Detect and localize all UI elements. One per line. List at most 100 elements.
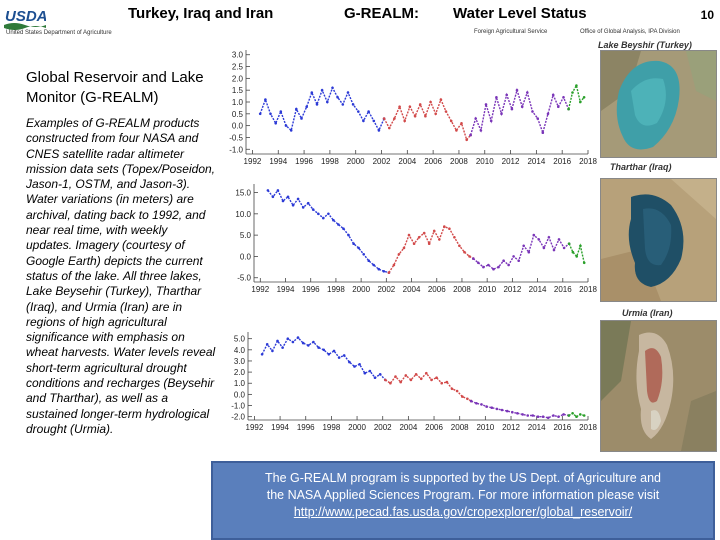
data-point bbox=[281, 346, 284, 349]
x-tick-label: 2014 bbox=[527, 157, 545, 166]
data-point bbox=[372, 263, 375, 267]
data-point bbox=[557, 238, 561, 241]
data-point bbox=[258, 112, 262, 116]
data-point bbox=[455, 129, 458, 132]
data-point bbox=[479, 129, 483, 132]
x-tick-label: 1998 bbox=[321, 157, 339, 166]
data-point bbox=[342, 354, 346, 357]
y-tick-label: 2.5 bbox=[232, 63, 244, 72]
x-tick-label: 2006 bbox=[428, 285, 446, 294]
y-tick-label: 2.0 bbox=[234, 368, 246, 377]
data-point bbox=[582, 414, 586, 417]
x-tick-label: 1994 bbox=[277, 285, 295, 294]
data-point bbox=[432, 229, 436, 233]
x-tick-label: 2010 bbox=[476, 157, 494, 166]
x-tick-label: 2008 bbox=[451, 423, 469, 432]
data-point bbox=[306, 201, 310, 205]
series-line-ostm bbox=[469, 87, 570, 136]
data-point bbox=[317, 212, 320, 216]
data-point bbox=[394, 375, 397, 378]
data-point bbox=[567, 414, 571, 417]
data-point bbox=[485, 405, 488, 408]
data-point bbox=[368, 369, 372, 373]
x-tick-label: 2002 bbox=[373, 157, 391, 166]
x-tick-label: 2016 bbox=[554, 285, 572, 294]
data-point bbox=[500, 408, 504, 412]
data-point bbox=[336, 96, 339, 99]
data-point bbox=[363, 371, 367, 375]
data-point bbox=[511, 410, 514, 414]
data-point bbox=[575, 415, 578, 419]
data-point bbox=[475, 402, 478, 405]
data-point bbox=[448, 227, 451, 230]
x-tick-label: 1992 bbox=[244, 157, 262, 166]
header-subtitle-oga: Office of Global Analysis, IPA Division bbox=[580, 29, 680, 35]
data-point bbox=[332, 349, 336, 353]
x-tick-label: 2006 bbox=[425, 423, 443, 432]
data-point bbox=[351, 103, 355, 106]
data-point bbox=[373, 376, 377, 380]
header-subtitle-fas: Foreign Agricultural Service bbox=[474, 29, 548, 35]
data-point bbox=[358, 363, 361, 366]
data-point bbox=[398, 105, 401, 108]
data-point bbox=[362, 253, 365, 256]
data-point bbox=[348, 360, 351, 364]
y-tick-label: 1.0 bbox=[232, 98, 244, 107]
data-point bbox=[469, 133, 472, 137]
data-point bbox=[286, 337, 290, 341]
x-tick-label: 2004 bbox=[398, 157, 416, 166]
data-point bbox=[520, 105, 524, 108]
x-tick-label: 1992 bbox=[251, 285, 269, 294]
data-point bbox=[526, 91, 529, 94]
data-point bbox=[418, 103, 422, 106]
data-point bbox=[461, 395, 464, 398]
data-point bbox=[579, 244, 582, 248]
y-tick-label: 5.0 bbox=[240, 231, 252, 240]
data-point bbox=[477, 261, 480, 265]
y-tick-label: 15.0 bbox=[235, 189, 251, 198]
data-point bbox=[367, 110, 370, 113]
footer-link[interactable]: http://www.pecad.fas.usda.gov/cropexplor… bbox=[293, 505, 633, 519]
data-point bbox=[510, 107, 514, 111]
y-tick-label: 0.5 bbox=[232, 110, 244, 119]
data-point bbox=[541, 415, 545, 419]
x-tick-label: 2004 bbox=[399, 423, 417, 432]
data-point bbox=[468, 255, 471, 258]
data-point bbox=[453, 236, 456, 239]
y-tick-label: -1.0 bbox=[231, 402, 245, 411]
y-tick-label: 2.0 bbox=[232, 74, 244, 83]
data-point bbox=[301, 341, 305, 345]
series-line-jason-3 bbox=[567, 83, 585, 110]
data-point bbox=[320, 88, 324, 92]
x-tick-label: 2012 bbox=[502, 157, 520, 166]
data-point bbox=[449, 119, 453, 123]
data-point bbox=[484, 103, 488, 106]
data-point bbox=[425, 371, 428, 375]
data-point bbox=[417, 236, 421, 239]
data-point bbox=[346, 91, 350, 94]
data-point bbox=[296, 197, 300, 201]
data-point bbox=[276, 339, 279, 343]
x-tick-label: 1994 bbox=[271, 423, 289, 432]
data-point bbox=[341, 103, 345, 106]
x-tick-label: 1996 bbox=[297, 423, 315, 432]
data-point bbox=[531, 110, 534, 113]
x-tick-label: 2018 bbox=[579, 423, 597, 432]
x-tick-label: 2010 bbox=[476, 423, 494, 432]
data-point bbox=[378, 373, 382, 376]
data-point bbox=[322, 348, 325, 352]
data-point bbox=[265, 343, 269, 346]
data-point bbox=[579, 413, 582, 416]
header-title-right: Water Level Status bbox=[453, 5, 587, 22]
data-point bbox=[271, 349, 274, 353]
y-tick-label: 1.5 bbox=[232, 86, 244, 95]
x-tick-label: 1996 bbox=[295, 157, 313, 166]
data-point bbox=[435, 376, 438, 380]
data-point bbox=[326, 100, 329, 104]
data-point bbox=[542, 246, 546, 250]
data-point bbox=[414, 373, 418, 376]
data-point bbox=[311, 208, 315, 211]
data-point bbox=[579, 100, 582, 104]
data-point bbox=[357, 246, 360, 250]
